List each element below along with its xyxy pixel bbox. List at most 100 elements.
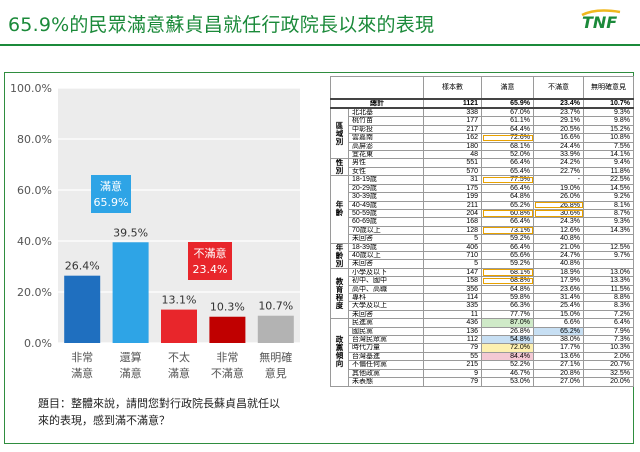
table-cell: 10.3% (583, 343, 634, 353)
crosstab-table: 樣本數 滿意 不滿意 無明確意見 總計 1121 65.9% 23.4% 10.7% 區域別 北北基… (330, 76, 634, 387)
x-tick-label: 無明確 (259, 350, 292, 364)
summary-label: 滿意 (100, 179, 122, 193)
table-cell: 65.9% (481, 97, 534, 109)
table-row: 年齡 18-19歲 31 77.5% -22.5% (330, 175, 634, 244)
table-cell: 14.5% (583, 183, 634, 194)
table-cell: 13.0% (583, 267, 634, 278)
table-cell: 72.0% (481, 343, 534, 353)
table-cell: 7.9% (583, 326, 634, 337)
table-cell: 53.0% (481, 377, 534, 387)
table-row: 其他政黨 9 46.7% 20.8% 32.5% (331, 368, 634, 379)
table-cell: 6.4% (583, 318, 634, 328)
table-row: 桃竹苗 177 61.1% 29.1% 9.8% (331, 116, 634, 126)
table-cell: 66.4% (481, 158, 534, 168)
table-cell: 114 (423, 293, 482, 303)
bar (209, 316, 246, 343)
bar (161, 309, 197, 343)
table-cell: 29.1% (533, 116, 584, 126)
table-cell: 570 (423, 166, 482, 177)
table-cell: 2.0% (583, 351, 634, 362)
table-cell: 72.6% (481, 133, 534, 143)
summary-label: 不滿意 (194, 246, 227, 260)
data-label: 10.3% (210, 301, 245, 314)
group-label: 政黨傾向 (330, 318, 349, 387)
table-cell: 59.2% (481, 259, 534, 269)
data-label: 39.5% (113, 226, 148, 239)
row-label: 20-29歲 (348, 183, 424, 194)
table-cell: 32.5% (583, 368, 634, 379)
table-cell: 406 (423, 242, 482, 253)
data-label: 26.4% (65, 260, 100, 273)
y-tick-label: 40.0% (17, 235, 52, 248)
table-cell: 68.1% (481, 267, 534, 278)
tnf-logo: TNF (581, 9, 621, 32)
table-cell: 204 (423, 208, 482, 219)
page-title: 65.9%的民眾滿意蘇貞昌就任行政院長以來的表現 (8, 14, 435, 36)
table-cell: 14.3% (583, 225, 634, 236)
table-cell: 64.8% (481, 192, 534, 202)
summary-box (188, 242, 232, 280)
table-row: 宜花東 48 52.0% 33.9% 14.1% (331, 149, 634, 160)
x-tick-label: 滿意 (168, 366, 190, 380)
table-row: 台灣基進 55 84.4% 13.6% 2.0% (331, 351, 634, 362)
row-label: 未表態 (348, 377, 424, 387)
table-cell: 338 (423, 107, 482, 118)
table-cell: 436 (423, 318, 482, 328)
table-cell: 168 (423, 217, 482, 227)
y-tick-label: 60.0% (17, 184, 52, 197)
table-row: 政黨傾向 民進黨 436 87.0% 6.6% 6.4% (330, 318, 634, 387)
table-cell: 64.4% (481, 124, 534, 135)
table-corner (330, 76, 424, 99)
table-cell: 73.1% (481, 225, 534, 236)
table-cell (583, 259, 634, 269)
table-cell: 79 (423, 343, 482, 353)
table-cell: 20.5% (533, 124, 584, 135)
table-row: 高屏澎 180 68.1% 24.4% 7.5% (331, 141, 634, 151)
table-cell: 20.7% (583, 360, 634, 370)
content-panel (4, 72, 634, 444)
table-cell: 65.6% (481, 250, 534, 261)
row-label: 台灣民眾黨 (348, 335, 424, 345)
table-row: 台灣民眾黨 112 54.8% 38.0% 7.3% (331, 335, 634, 345)
row-label: 女性 (348, 166, 424, 177)
x-tick-label: 不太 (168, 351, 190, 364)
table-cell: 22.7% (533, 166, 584, 177)
table-cell: 20.0% (583, 377, 634, 387)
x-tick-label: 還算 (120, 350, 142, 364)
group-label: 年齡別 (330, 242, 349, 269)
bar (112, 242, 149, 343)
group-label: 教育程度 (330, 267, 349, 320)
table-cell: 38.0% (533, 335, 584, 345)
table-cell: 18.9% (533, 267, 584, 278)
row-label: 時代力量 (348, 343, 424, 353)
table-cell: 55 (423, 351, 482, 362)
row-label: 北北基 (348, 107, 424, 118)
table-cell: 215 (423, 360, 482, 370)
table-cell: 19.0% (533, 183, 584, 194)
y-tick-label: 100.0% (10, 82, 52, 95)
table-cell (583, 234, 634, 244)
row-label: 宜花東 (348, 149, 424, 160)
table-cell: 8.8% (583, 293, 634, 303)
row-label: 高中、高職 (348, 284, 424, 295)
table-row: 年齡別 18-39歲 406 66.4% 21.0% 12.5% (330, 242, 634, 269)
table-cell: 68.8% (481, 276, 534, 286)
table-cell: 27.0% (533, 377, 584, 387)
table-cell: 11 (423, 309, 482, 320)
table-cell: 7.2% (583, 309, 634, 320)
table-cell: 48 (423, 149, 482, 160)
table-cell: 11.5% (583, 284, 634, 295)
column-header: 無明確意見 (583, 76, 634, 99)
row-label: 40歲以上 (348, 250, 424, 261)
table-cell: 217 (423, 124, 482, 135)
table-cell: 26.8% (533, 200, 584, 210)
column-header: 滿意 (481, 76, 534, 99)
row-label: 未回答 (348, 259, 424, 269)
table-row: 雲嘉南 162 72.6% 16.6% 10.8% (331, 133, 634, 143)
table-cell: 199 (423, 192, 482, 202)
table-cell: 24.4% (533, 141, 584, 151)
table-row: 30-39歲 199 64.8% 26.0% 9.2% (331, 192, 634, 202)
table-cell: 17.9% (533, 276, 584, 286)
table-cell: 21.0% (533, 242, 584, 253)
row-label: 大學及以上 (348, 301, 424, 311)
